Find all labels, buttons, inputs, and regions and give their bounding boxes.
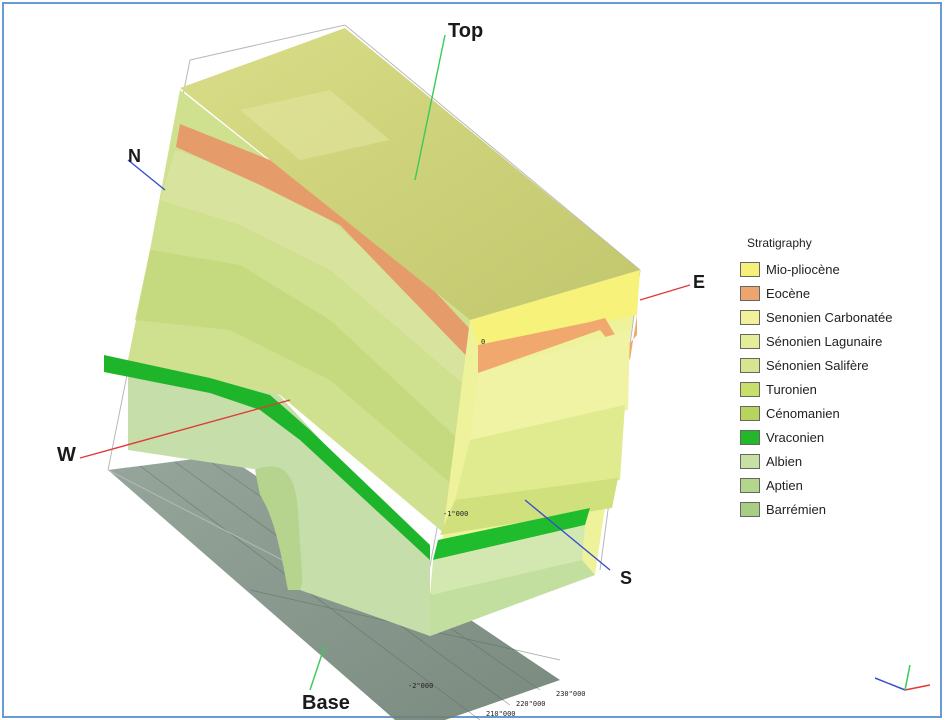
legend-swatch xyxy=(740,381,760,397)
legend-list: Mio-pliocène Eocène Senonien Carbonatée … xyxy=(740,257,940,521)
legend-swatch xyxy=(740,477,760,493)
base-axis-label: Base xyxy=(302,692,350,714)
legend-label: Albien xyxy=(766,453,803,469)
legend-title: Stratigraphy xyxy=(747,236,812,250)
legend-swatch xyxy=(740,405,760,421)
depth-tick-label: -2"000 xyxy=(408,682,434,690)
east-face-cenomanien xyxy=(440,478,618,535)
legend-label: Turonien xyxy=(766,381,817,397)
east-face-albien xyxy=(430,525,585,595)
legend-swatch xyxy=(740,429,760,445)
legend-label: Sénonien Lagunaire xyxy=(766,333,883,349)
legend-label: Aptien xyxy=(766,477,803,493)
depth-tick-label: 0 xyxy=(481,338,486,346)
legend-swatch xyxy=(740,261,760,277)
legend-label: Mio-pliocène xyxy=(766,261,840,277)
legend-item: Albien xyxy=(740,449,940,473)
east-face-mio-pliocene xyxy=(470,270,640,345)
east-face-senonien xyxy=(470,330,630,440)
west-face-eocene xyxy=(176,124,480,370)
legend-swatch xyxy=(740,309,760,325)
top-axis-label: Top xyxy=(448,20,484,42)
legend-item: Barrémien xyxy=(740,497,940,521)
legend-item: Eocène xyxy=(740,281,940,305)
legend-label: Barrémien xyxy=(766,501,826,517)
legend-swatch xyxy=(740,501,760,517)
east-face-eocene xyxy=(478,315,637,373)
legend-item: Mio-pliocène xyxy=(740,257,940,281)
easting-tick-label: 230"000 xyxy=(556,690,586,698)
top-surface-highlight xyxy=(240,90,390,160)
legend-swatch xyxy=(740,453,760,469)
west-face-band-senonien xyxy=(160,150,470,390)
west-axis-label: W xyxy=(57,444,76,466)
west-face-band-turonien xyxy=(135,250,470,500)
depth-tick-label: -1"000 xyxy=(443,510,469,518)
legend-label: Vraconien xyxy=(766,429,825,445)
west-face-vraconien xyxy=(104,355,430,560)
legend-item: Sénonien Salifère xyxy=(740,353,940,377)
legend-item: Vraconien xyxy=(740,425,940,449)
east-axis-label: E xyxy=(693,272,706,292)
south-axis-label: S xyxy=(620,568,633,588)
legend-label: Eocène xyxy=(766,285,811,301)
east-face-aptien xyxy=(430,560,595,636)
legend-swatch xyxy=(740,285,760,301)
legend-item: Sénonien Lagunaire xyxy=(740,329,940,353)
orientation-gizmo[interactable] xyxy=(874,664,931,691)
legend-item: Turonien xyxy=(740,377,940,401)
legend-label: Cénomanien xyxy=(766,405,840,421)
stratigraphy-legend: Stratigraphy Mio-pliocène Eocène Senonie… xyxy=(740,236,940,521)
axis-lines xyxy=(79,34,691,691)
north-axis-label: N xyxy=(128,146,141,166)
legend-item: Aptien xyxy=(740,473,940,497)
legend-swatch xyxy=(740,357,760,373)
legend-label: Sénonien Salifère xyxy=(766,357,869,373)
legend-label: Senonien Carbonatée xyxy=(766,309,893,325)
easting-tick-label: 220"000 xyxy=(516,700,546,708)
legend-item: Cénomanien xyxy=(740,401,940,425)
legend-swatch xyxy=(740,333,760,349)
east-face-turonien xyxy=(455,405,625,500)
easting-tick-label: 210"000 xyxy=(486,710,516,718)
legend-item: Senonien Carbonatée xyxy=(740,305,940,329)
salt-dome xyxy=(255,466,303,590)
